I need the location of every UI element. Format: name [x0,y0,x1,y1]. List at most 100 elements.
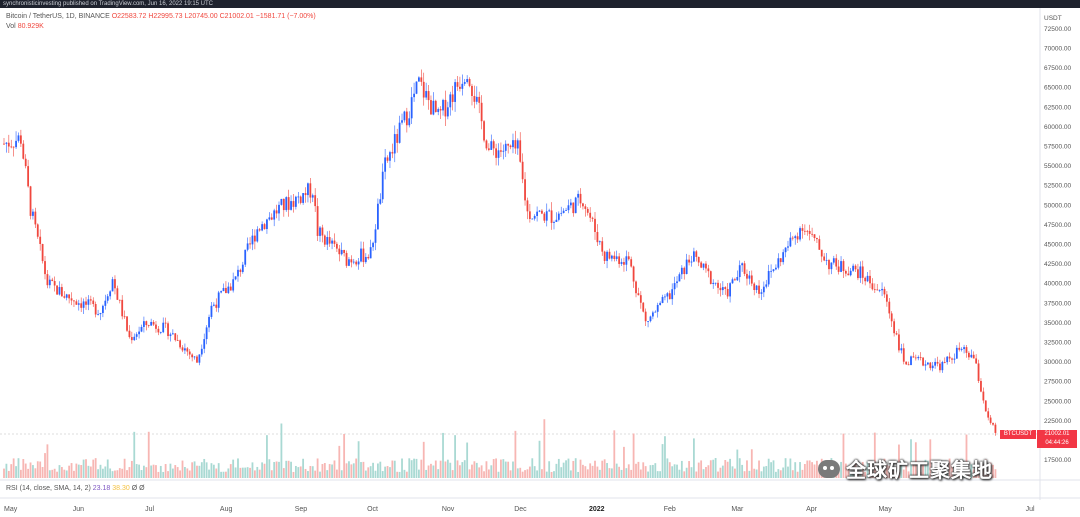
candle-body [220,291,223,293]
volume-bar [275,461,278,478]
volume-bar [152,464,155,478]
volume-bar [893,470,896,478]
volume-bar [227,468,230,478]
volume-bar [449,462,452,478]
candle-body [630,259,633,267]
candle-body [557,213,560,220]
candle-body [963,347,965,350]
candle-body [449,94,452,108]
volume-bar [389,467,391,478]
candle-body [212,304,215,306]
volume-bar [212,464,215,478]
volume-bar [883,458,886,478]
volume-bar [601,460,604,478]
candle-body [70,298,73,301]
candle-body [87,299,90,305]
volume-bar [53,468,56,478]
volume-bar [946,467,949,478]
candle-body [808,230,811,234]
volume-bar [48,470,51,478]
rsi-sma-value: 38.30 [112,485,130,492]
candle-body [456,82,459,87]
candle-body [73,300,75,302]
volume-bar [299,466,302,478]
volume-bar [68,465,71,478]
volume-bar [263,463,266,478]
volume-bar [80,465,83,478]
candle-body [574,197,577,214]
rsi-value: 23.18 [92,485,111,492]
candle-body [555,219,558,223]
volume-bar [5,463,8,478]
volume-bar [507,461,510,478]
volume-bar [596,466,599,478]
volume-bar [789,458,792,478]
candle-body [77,303,80,305]
candle-body [490,141,493,150]
candle-body [994,424,997,433]
volume-bar [495,458,497,478]
volume-bar [685,467,688,478]
candle-body [697,256,700,263]
candle-body [627,256,630,260]
candle-body [514,140,517,149]
x-axis[interactable]: May Jun Jul Aug Sep Oct Nov Dec 2022 Feb Mar Apr May… [4,506,1035,513]
candle-body [591,217,594,219]
volume-bar [666,458,669,478]
volume-bar [545,471,548,478]
candle-body [775,267,777,270]
candle-body [504,143,507,151]
candle-body [408,118,411,126]
volume-bar [714,458,717,478]
candle-body [929,362,932,369]
candle-body [321,227,324,236]
volume-bar [572,460,575,478]
volume-bar [782,467,785,478]
candle-body [128,330,131,338]
watermark: 全球矿工聚集地 [818,454,993,483]
candle-body [253,235,256,242]
candle-body [654,311,657,313]
volume-bar [767,458,770,478]
candle-body [314,195,317,207]
volume-bar [58,465,61,478]
volume-bar [847,468,850,478]
volume-bar [17,458,20,478]
rsi-indicator[interactable]: RSI (14, close, SMA, 14, 2) 23.18 38.30 … [6,485,145,492]
candle-body [130,337,133,341]
candle-body [625,256,628,265]
candle-body [917,357,920,359]
volume-bar [765,466,768,478]
candle-body [553,222,555,223]
volume-bar [700,460,703,478]
volume-bar [70,463,73,478]
volume-bar [401,458,403,478]
volume-bar [466,442,469,478]
volume-bar [143,465,145,478]
x-tick-label: Apr [806,506,818,513]
volume-bar [943,467,946,478]
volume-bar [34,468,37,478]
candle-body [147,325,150,326]
volume-bar [799,462,801,478]
volume-bar [731,466,734,478]
x-tick-label: Jul [145,506,154,513]
x-tick-label: Sep [295,506,308,513]
volume-bar [403,469,406,478]
candle-body [849,270,852,276]
volume-bar [350,464,353,478]
volume-bar [967,471,970,478]
volume-bar [193,461,196,478]
volume-bar [109,468,112,478]
volume-bar [673,464,676,478]
volume-bar [174,465,177,478]
volume-bar [924,459,927,478]
candle-body [656,304,659,312]
y-axis[interactable]: USDT17500.0020000.0022500.0025000.002750… [1044,15,1071,464]
candle-body [914,357,917,359]
volume-bar [707,465,710,478]
legend: Bitcoin / TetherUS, 1D, BINANCE O22583.7… [6,12,316,32]
candle-body [451,94,454,102]
x-tick-label: Dec [514,506,527,513]
